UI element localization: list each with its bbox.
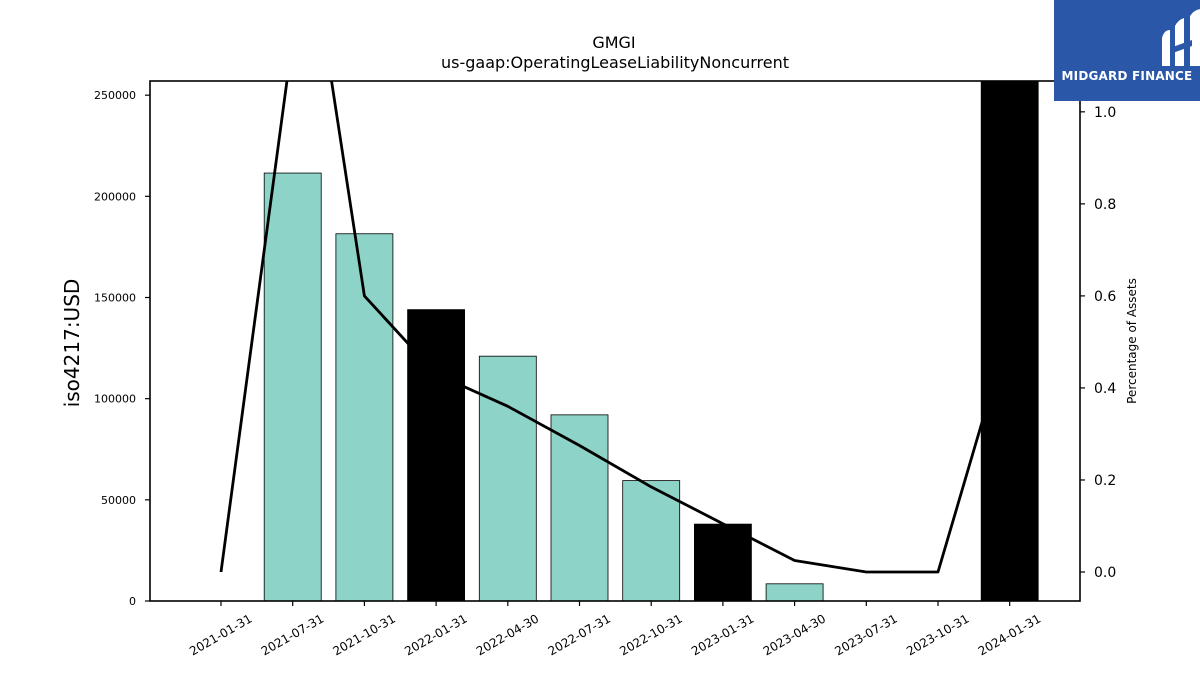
- y2-tick-label: 0.4: [1094, 381, 1116, 397]
- x-tick-label: 2022-01-31: [402, 611, 469, 658]
- y-tick-label: 250000: [94, 89, 136, 102]
- x-tick-label: 2021-07-31: [259, 611, 326, 658]
- bar-2021-07-31: [263, 172, 322, 601]
- y2-tick-label: 0.6: [1094, 289, 1116, 305]
- y2-axis-label: Percentage of Assets: [1125, 278, 1139, 404]
- bar-2024-01-31: [980, 81, 1039, 601]
- x-tick-label: 2021-10-31: [330, 611, 397, 658]
- y-tick-label: 150000: [94, 291, 136, 304]
- bar-2022-07-31: [550, 414, 609, 601]
- y-tick-label: 50000: [101, 494, 136, 507]
- x-tick-label: 2022-07-31: [546, 611, 613, 658]
- y-tick-label: 100000: [94, 393, 136, 406]
- x-tick-label: 2022-04-30: [474, 611, 541, 658]
- y2-tick-label: 0.0: [1094, 565, 1116, 581]
- x-tick-label: 2024-01-31: [976, 611, 1043, 658]
- y-axis-label: iso4217:USD: [60, 279, 84, 408]
- series-line-percentage-of-assets: [219, 81, 1012, 574]
- bar-2022-04-30: [478, 355, 537, 601]
- logo-text: MIDGARD FINANCE: [1061, 69, 1193, 83]
- x-tick-label: 2023-04-30: [761, 611, 828, 658]
- y-tick-label: 0: [129, 595, 136, 608]
- x-tick-label: 2022-10-31: [617, 611, 684, 658]
- chart-title: GMGI: [592, 33, 635, 52]
- y2-tick-label: 0.8: [1094, 197, 1116, 213]
- plot-frame: [149, 80, 1081, 602]
- bar-2023-01-31: [694, 523, 752, 601]
- midgard-finance-logo: MIDGARD FINANCE: [1054, 0, 1200, 101]
- chart-subtitle: us-gaap:OperatingLeaseLiabilityNoncurren…: [441, 53, 789, 72]
- x-tick-label: 2023-01-31: [689, 611, 756, 658]
- y2-tick-label: 0.2: [1094, 473, 1116, 489]
- y-tick-label: 200000: [94, 190, 136, 203]
- x-tick-label: 2021-01-31: [187, 611, 254, 658]
- y2-tick-label: 1.0: [1094, 105, 1116, 121]
- x-tick-label: 2023-10-31: [904, 611, 971, 658]
- logo-mark-icon: [1162, 9, 1200, 66]
- bar-2022-01-31: [407, 309, 466, 601]
- x-tick-label: 2023-07-31: [832, 611, 899, 658]
- bar-2023-04-30: [765, 583, 824, 601]
- bar-2022-10-31: [622, 480, 681, 601]
